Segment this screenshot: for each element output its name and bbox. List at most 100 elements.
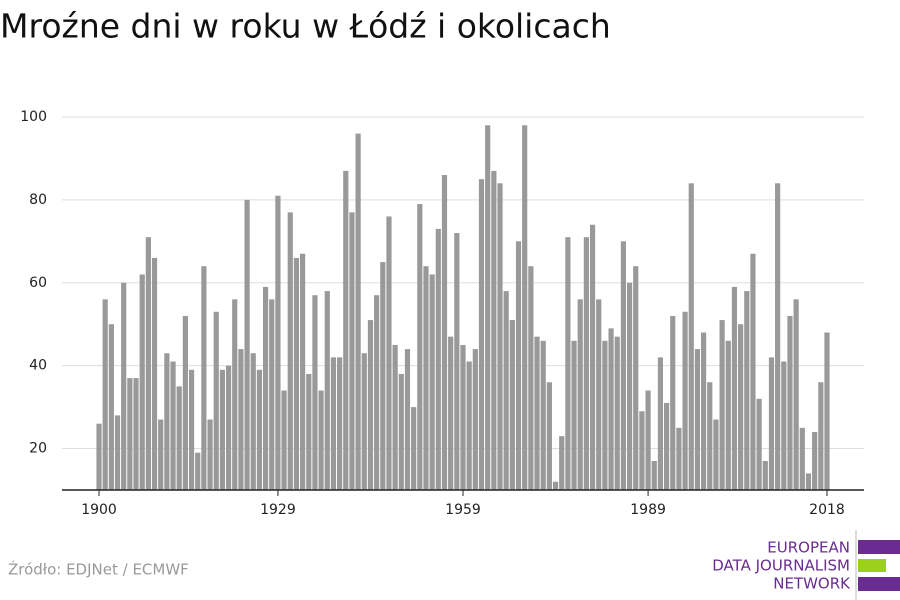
bar: [262, 286, 269, 490]
bar: [250, 353, 256, 490]
bar: [213, 311, 219, 490]
chart-title: Mroźne dni w roku w Łódź i okolicach: [0, 7, 611, 46]
bar: [509, 320, 515, 490]
bar: [201, 266, 207, 490]
bar: [515, 241, 522, 490]
bar: [552, 481, 559, 490]
bar: [238, 349, 244, 490]
bar: [608, 328, 614, 490]
bar: [269, 299, 275, 490]
bar: [287, 212, 293, 491]
bar: [571, 340, 577, 490]
bar: [559, 436, 565, 490]
bar: [713, 419, 719, 490]
bar: [731, 286, 738, 490]
bar: [799, 427, 805, 490]
bar: [688, 183, 694, 491]
bar: [478, 179, 485, 490]
bar: [108, 324, 114, 490]
bar: [411, 407, 417, 490]
bar: [121, 282, 127, 490]
bar: [170, 361, 176, 490]
bar: [96, 423, 102, 490]
bar: [417, 204, 423, 491]
bar: [503, 291, 509, 490]
bar: [151, 257, 158, 490]
source: Źródło: EDJNet / ECMWF: [8, 560, 189, 579]
bar: [367, 320, 374, 490]
bar: [318, 390, 324, 490]
logo-text: NETWORK: [773, 575, 851, 593]
bar: [633, 266, 639, 490]
bar: [812, 431, 818, 490]
bar: [485, 125, 491, 491]
bar: [281, 390, 287, 490]
bar: [300, 253, 306, 490]
bar: [127, 378, 133, 490]
bar: [225, 365, 232, 490]
bar: [818, 382, 824, 490]
bar: [663, 402, 670, 490]
bar: [775, 183, 781, 491]
x-tick-label: 1900: [81, 502, 117, 518]
bar: [738, 324, 744, 490]
bar: [102, 299, 108, 490]
bar: [182, 315, 188, 490]
bar: [701, 332, 707, 490]
bar: [522, 125, 528, 491]
bar: [454, 233, 460, 491]
bar: [423, 266, 429, 490]
bar: [805, 473, 812, 490]
bar: [534, 336, 540, 490]
bar: [528, 266, 534, 490]
bar: [626, 282, 633, 490]
bar: [707, 382, 713, 490]
bar: [651, 460, 657, 490]
bar: [768, 357, 775, 490]
bar: [694, 349, 701, 490]
bar: [275, 195, 281, 490]
bar: [392, 344, 398, 490]
bar: [435, 228, 441, 490]
bar: [620, 241, 626, 490]
x-tick-label: 1989: [630, 502, 666, 518]
x-tick-label: 1959: [445, 502, 481, 518]
bar: [337, 357, 343, 490]
bar: [645, 390, 651, 490]
bar: [361, 353, 367, 490]
bar: [577, 299, 583, 490]
y-tick-label: 40: [29, 358, 47, 374]
bar: [546, 382, 552, 490]
bar: [762, 460, 768, 490]
bar: [540, 340, 546, 490]
y-tick-label: 80: [29, 192, 47, 208]
bar: [232, 299, 238, 490]
bar: [750, 253, 756, 490]
bar: [639, 411, 645, 490]
bar: [324, 291, 330, 490]
bar: [219, 369, 225, 490]
bar: [682, 311, 688, 490]
bar: [448, 336, 454, 490]
logo-bar: [858, 540, 900, 554]
bar: [380, 262, 386, 490]
bar: [460, 344, 466, 490]
bar: [670, 315, 676, 490]
logo-text: EUROPEAN: [767, 539, 850, 557]
bar: [244, 199, 250, 490]
bar: [441, 175, 448, 490]
bar: [466, 361, 472, 490]
bar: [158, 419, 164, 490]
bar: [398, 373, 404, 490]
bar: [404, 349, 411, 490]
logo-bar: [858, 577, 900, 591]
bar: [676, 427, 682, 490]
bar: [330, 357, 337, 490]
bar: [787, 315, 793, 490]
y-tick-label: 20: [29, 441, 47, 457]
bar: [374, 295, 380, 490]
bar: [429, 274, 435, 490]
bar: [139, 274, 145, 490]
x-tick-label: 2018: [809, 502, 845, 518]
logo-text: DATA JOURNALISM: [712, 557, 850, 575]
